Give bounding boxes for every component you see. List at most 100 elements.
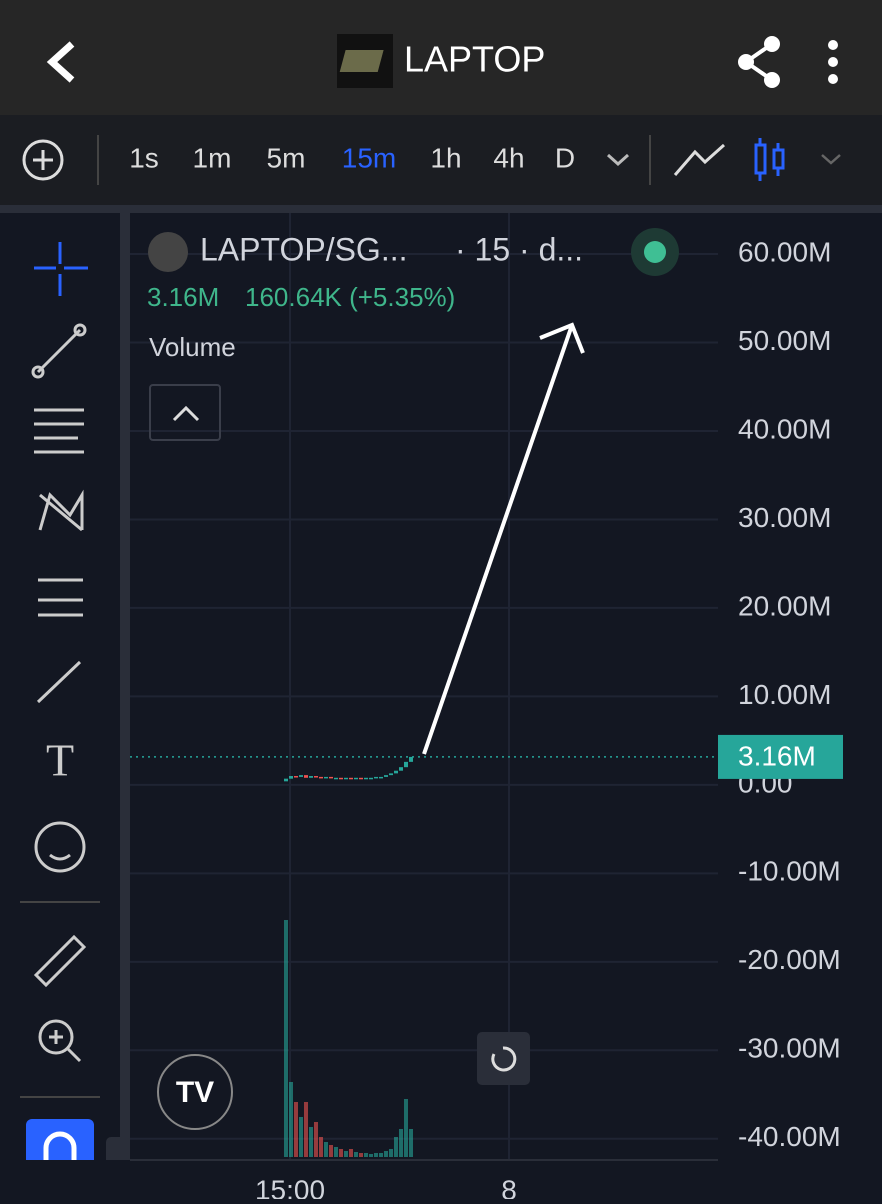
top-bar — [0, 0, 882, 115]
y-tick-label: -10.00M — [738, 856, 841, 887]
more-timeframes[interactable] — [606, 153, 630, 167]
volume-bar — [349, 1149, 353, 1157]
timeframe-button[interactable]: 1s — [129, 142, 159, 173]
legend-price: 3.16M — [147, 282, 219, 312]
time-axis — [0, 1160, 882, 1199]
volume-bar — [334, 1147, 338, 1157]
legend-logo — [148, 232, 188, 272]
candle — [304, 775, 308, 778]
y-tick-label: 60.00M — [738, 236, 831, 267]
menu-button[interactable] — [828, 40, 838, 84]
y-tick-label: 10.00M — [738, 679, 831, 710]
x-tick-label: 15:00 — [255, 1174, 325, 1199]
legend-symbol: LAPTOP/SG... — [200, 231, 407, 267]
y-tick-label: -40.00M — [738, 1121, 841, 1152]
candle — [354, 777, 358, 780]
last-price-label: 3.16M — [738, 740, 816, 771]
tradingview-logo[interactable] — [157, 1054, 233, 1130]
candle — [349, 777, 353, 780]
logo-mark: TV — [176, 1076, 214, 1109]
volume-bar — [379, 1153, 383, 1157]
volume-bar — [404, 1099, 408, 1157]
volume-bar — [309, 1127, 313, 1157]
timeframe-button[interactable]: 1h — [430, 142, 461, 173]
candle — [289, 776, 293, 779]
candle — [309, 776, 313, 778]
collapse-indicator[interactable] — [149, 384, 221, 441]
share-button[interactable] — [738, 36, 780, 88]
timeframe-button[interactable]: 5m — [267, 142, 306, 173]
volume-bar — [369, 1154, 373, 1157]
x-tick-label: 8 — [501, 1174, 517, 1199]
timeframe-button[interactable]: 1m — [193, 142, 232, 173]
candle — [404, 761, 408, 768]
candle — [374, 776, 378, 779]
magnet-icon — [43, 1131, 77, 1170]
candle — [284, 778, 288, 782]
volume-bar — [294, 1102, 298, 1157]
candle — [394, 770, 398, 774]
y-tick-label: 30.00M — [738, 502, 831, 533]
reset-icon — [491, 1046, 517, 1072]
line-chart-button[interactable] — [673, 143, 726, 176]
volume-bar — [299, 1117, 303, 1157]
timeframe-button[interactable]: 15m — [342, 142, 396, 173]
logo-laptop — [339, 50, 384, 72]
candle — [339, 777, 343, 780]
volume-bar — [344, 1151, 348, 1157]
chart-type-dropdown[interactable] — [821, 154, 841, 165]
y-tick-label: 50.00M — [738, 325, 831, 356]
volume-bar — [284, 920, 288, 1157]
volume-bar — [359, 1153, 363, 1157]
volume-bar — [409, 1129, 413, 1157]
volume-bar — [354, 1152, 358, 1157]
candle — [379, 776, 383, 779]
drawing-tools[interactable]: T — [31, 242, 88, 1063]
volume-bar — [319, 1137, 323, 1157]
volume-bar — [329, 1145, 333, 1157]
back-button[interactable] — [46, 41, 75, 83]
chevron — [172, 405, 200, 422]
candle — [389, 773, 393, 776]
candle — [299, 775, 303, 777]
volume-bar — [314, 1122, 318, 1157]
last-price-box — [718, 734, 843, 779]
volume-bar — [389, 1149, 393, 1157]
symbol-title: LAPTOP — [404, 39, 545, 80]
volume-bar — [364, 1153, 368, 1157]
timeframe-button[interactable]: 4h — [493, 142, 524, 173]
indicator-name: Volume — [149, 332, 236, 362]
legend-interval: · 15 · d... — [455, 231, 583, 267]
panel-divider — [120, 213, 130, 1199]
status-dot — [644, 241, 666, 263]
candle-chart-button[interactable] — [754, 138, 785, 181]
candle — [384, 775, 388, 777]
timeframe-button[interactable]: D — [555, 142, 575, 173]
toolbar — [0, 115, 882, 205]
candle — [344, 777, 348, 780]
volume-bar — [339, 1149, 343, 1157]
candle — [324, 776, 328, 779]
divider — [0, 205, 882, 213]
y-tick-label: 40.00M — [738, 413, 831, 444]
y-tick-label: 20.00M — [738, 590, 831, 621]
volume-bar — [384, 1151, 388, 1157]
candle — [409, 756, 413, 762]
volume-bar — [399, 1129, 403, 1157]
candle — [399, 767, 403, 771]
add-button[interactable] — [22, 139, 64, 181]
volume-bar — [289, 1082, 293, 1157]
candle — [319, 776, 323, 779]
y-tick-label: -30.00M — [738, 1033, 841, 1064]
volume-bar — [304, 1102, 308, 1157]
reset-button[interactable] — [477, 1032, 530, 1085]
volume-bar — [394, 1137, 398, 1157]
candle — [359, 777, 363, 780]
y-tick-label: -20.00M — [738, 944, 841, 975]
candle — [294, 776, 298, 778]
candle — [364, 777, 368, 780]
annotation-arrow — [422, 322, 585, 755]
legend-change: 160.64K (+5.35%) — [245, 282, 455, 312]
candle — [314, 776, 318, 778]
